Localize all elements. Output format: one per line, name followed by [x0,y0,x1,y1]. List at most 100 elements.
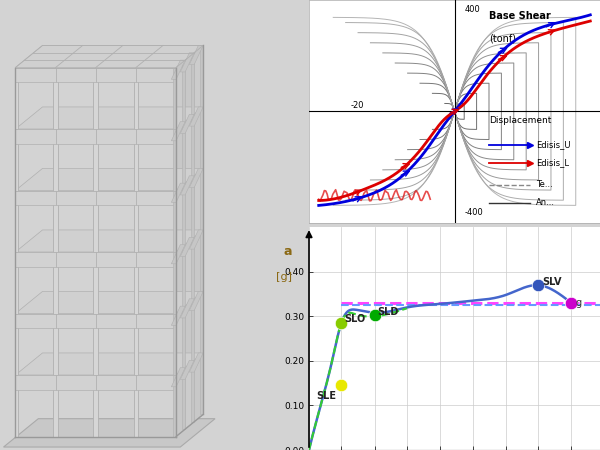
Polygon shape [194,292,203,360]
Polygon shape [174,190,176,252]
Polygon shape [176,183,185,252]
Polygon shape [190,45,203,65]
Polygon shape [182,60,185,122]
Polygon shape [190,353,203,372]
Polygon shape [194,168,203,237]
Polygon shape [190,230,203,249]
Polygon shape [172,245,185,264]
Polygon shape [185,176,194,245]
Polygon shape [191,299,194,360]
Text: SLV: SLV [542,277,562,287]
Polygon shape [176,107,203,133]
Polygon shape [16,292,203,314]
Polygon shape [134,252,139,314]
Polygon shape [190,107,203,126]
Polygon shape [136,68,176,82]
Polygon shape [16,190,56,205]
Polygon shape [174,314,176,375]
Polygon shape [181,237,194,256]
Polygon shape [16,314,56,328]
Polygon shape [16,314,18,375]
Polygon shape [200,230,203,292]
Text: SLE: SLE [317,391,337,401]
Polygon shape [181,299,194,318]
Polygon shape [172,183,185,202]
Polygon shape [172,60,185,79]
Polygon shape [16,375,18,436]
Polygon shape [176,292,203,317]
Polygon shape [56,375,96,390]
Polygon shape [176,230,203,256]
Text: SLD: SLD [377,307,399,317]
Text: Te...: Te... [536,180,553,189]
Polygon shape [136,314,176,328]
Polygon shape [173,314,176,375]
Polygon shape [191,114,194,176]
Polygon shape [194,230,203,299]
Polygon shape [200,107,203,168]
Polygon shape [174,68,176,129]
Text: a: a [284,245,292,258]
Polygon shape [194,353,203,422]
Text: Edisis_U: Edisis_U [536,140,571,149]
Polygon shape [200,45,203,107]
Polygon shape [173,129,176,190]
Polygon shape [16,107,203,129]
Polygon shape [181,176,194,195]
Polygon shape [94,375,98,436]
Polygon shape [16,230,203,252]
Text: (tonf): (tonf) [490,33,517,43]
Text: -400: -400 [464,208,483,217]
Polygon shape [185,114,194,183]
Polygon shape [16,68,18,129]
Polygon shape [136,129,176,144]
Polygon shape [191,176,194,237]
Polygon shape [16,68,56,82]
Polygon shape [134,190,139,252]
Polygon shape [172,368,185,387]
Polygon shape [181,114,194,134]
Polygon shape [16,68,176,79]
Polygon shape [56,252,96,267]
Polygon shape [136,252,176,267]
Polygon shape [191,53,194,114]
Polygon shape [16,168,203,190]
Polygon shape [176,245,185,314]
Polygon shape [181,360,194,379]
Polygon shape [56,68,96,82]
Polygon shape [16,252,18,314]
Polygon shape [16,129,18,190]
Polygon shape [194,107,203,176]
Polygon shape [176,168,203,194]
Polygon shape [96,190,136,205]
Polygon shape [176,353,203,379]
Polygon shape [181,53,194,72]
Polygon shape [182,183,185,245]
Polygon shape [53,252,58,314]
Polygon shape [96,252,136,267]
Text: g: g [576,298,582,308]
Polygon shape [16,314,176,324]
Polygon shape [182,306,185,368]
Polygon shape [190,292,203,310]
Polygon shape [200,292,203,353]
Polygon shape [56,129,96,144]
Polygon shape [174,252,176,314]
Text: Edisis_L: Edisis_L [536,158,569,167]
Polygon shape [172,122,185,141]
Polygon shape [172,306,185,325]
Polygon shape [200,353,203,414]
Polygon shape [96,375,136,390]
Polygon shape [134,375,139,436]
Polygon shape [174,129,176,190]
Polygon shape [16,252,56,267]
Polygon shape [134,129,139,190]
Text: Displacement: Displacement [490,116,552,125]
Polygon shape [16,190,176,202]
Text: SLO: SLO [344,314,365,324]
Polygon shape [53,129,58,190]
Polygon shape [185,237,194,306]
Polygon shape [16,353,203,375]
Polygon shape [191,237,194,299]
Polygon shape [96,314,136,328]
